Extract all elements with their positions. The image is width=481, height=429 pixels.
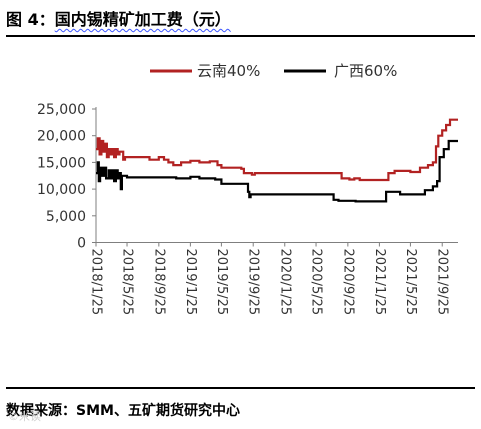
y-tick-label: 25,000	[37, 102, 86, 118]
figure-title-text: 国内锡精矿加工费（元）	[54, 10, 231, 29]
y-tick-label: 20,000	[37, 129, 86, 145]
x-axis: 2018/1/25 2018/5/25 2018/9/25 2019/1/25 2019…	[89, 242, 458, 316]
legend-label: 广西60%	[334, 62, 397, 80]
bottom-rule	[6, 387, 475, 389]
x-tick-label: 2019/1/25	[183, 249, 198, 316]
x-tick-label: 2018/9/25	[151, 249, 166, 316]
y-tick-label: 5,000	[46, 209, 86, 225]
x-tick-label: 2020/5/25	[309, 249, 324, 316]
legend: 云南40% 广西60%	[150, 62, 397, 80]
x-tick-label: 2019/5/25	[214, 249, 229, 316]
x-tick-label: 2021/1/25	[372, 249, 387, 316]
x-tick-label: 2019/9/25	[246, 249, 261, 316]
y-axis: 0 5,000 10,000 15,000 20,000 25,000	[37, 102, 97, 252]
y-tick-label: 15,000	[37, 155, 86, 171]
series-lines	[96, 118, 458, 203]
x-tick-label: 2021/5/25	[403, 249, 418, 316]
top-rule	[6, 35, 475, 37]
figure-title: 图 4：国内锡精矿加工费（元）	[6, 6, 231, 30]
y-tick-label: 10,000	[37, 182, 86, 198]
x-tick-label: 2021/9/25	[435, 249, 450, 316]
series-line-guangxi	[96, 139, 458, 203]
x-tick-label: 2018/1/25	[89, 249, 104, 316]
x-tick-label: 2020/9/25	[340, 249, 355, 316]
figure-number: 图 4：	[6, 10, 55, 29]
source-note: 数据来源：SMM、五矿期货研究中心	[6, 403, 240, 419]
tc-fee-line-chart: 云南40% 广西60% 0 5,000 10,000 15,000 20,000 25,00…	[37, 62, 458, 316]
watermark: ©米读	[8, 410, 41, 423]
x-tick-label: 2018/5/25	[120, 249, 135, 316]
legend-label: 云南40%	[197, 62, 260, 80]
x-tick-label: 2020/1/25	[277, 249, 292, 316]
y-tick-label: 0	[77, 236, 86, 252]
series-line-yunnan	[96, 118, 458, 182]
